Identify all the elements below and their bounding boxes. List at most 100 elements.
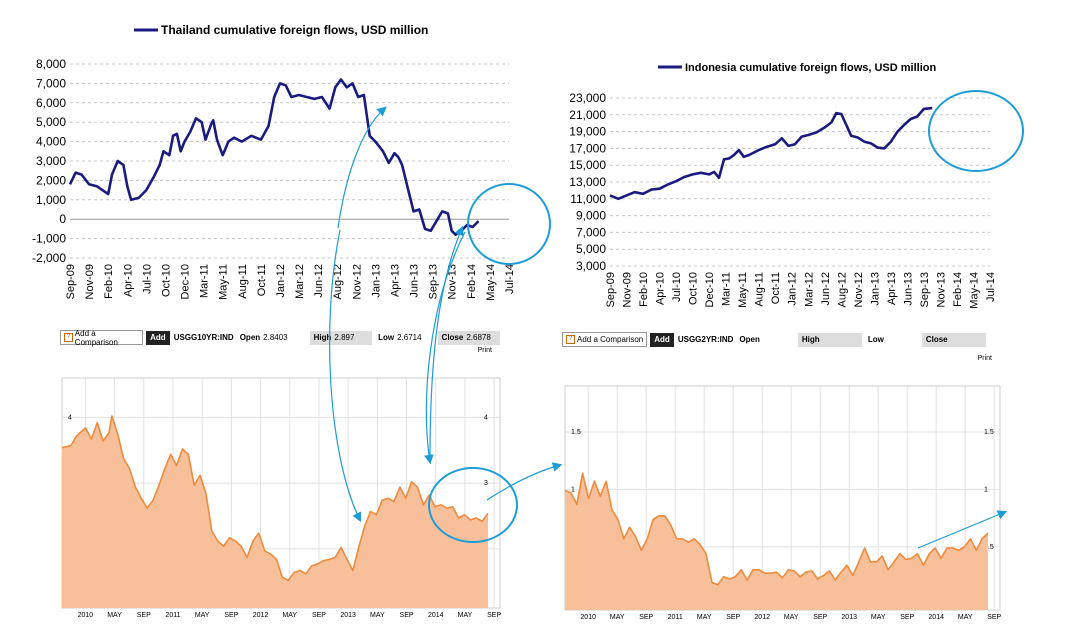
x-tick-label: Jun-12 (820, 272, 832, 306)
highlight-circle-us10 (428, 467, 518, 543)
high-field: High (797, 332, 862, 347)
x-tick-label: Oct-11 (256, 264, 268, 296)
x-tick-label: SEP (224, 612, 238, 619)
x-tick-label: May-14 (968, 272, 980, 309)
x-tick-label: Jul-10 (141, 264, 153, 294)
usgg10yr-chart: Print 2010 MAY SEP 2011 MAY SEP 2012 MAY SEP 2013 M… (61, 347, 501, 619)
x-tick-label: Dec-10 (180, 264, 192, 299)
open-field: Open (739, 335, 760, 344)
close-field: Close 2.6878 (437, 330, 500, 345)
y-tick-label: 0 (59, 212, 66, 226)
highlight-circle-indonesia (928, 90, 1024, 172)
y-tick-label: 17,000 (569, 141, 606, 155)
area-line (61, 415, 489, 582)
y-tick-label: 2,000 (36, 173, 66, 187)
legend-label: Thailand cumulative foreign flows, USD m… (161, 23, 428, 37)
y-tick-label: 4,000 (36, 135, 66, 149)
add-comparison-field[interactable]: ? Add a Comparison (60, 328, 144, 347)
toolbar-usgg2yr: ? Add a Comparison Add USGG2YR:IND Open H… (562, 331, 1002, 348)
x-tick-label: Nov-12 (351, 264, 363, 299)
x-tick-label: Sep-09 (605, 272, 617, 307)
add-comparison-label: Add a Comparison (577, 335, 644, 344)
x-tick-label: SEP (137, 612, 151, 619)
series-line (609, 106, 933, 201)
x-tick-label: Jun-12 (313, 264, 325, 298)
x-tick-label: SEP (813, 614, 827, 621)
x-tick-label: Feb-14 (466, 264, 478, 299)
x-tick-label: 2013 (340, 612, 356, 619)
y-tick-label-right: 1 (984, 486, 988, 493)
y-tick-label: 23,000 (569, 91, 606, 105)
y-tick-label: 13,000 (569, 175, 606, 189)
add-comparison-label: Add a Comparison (74, 328, 118, 347)
y-tick-label-right: 0.5 (984, 544, 994, 551)
x-tick-label: 2012 (754, 614, 770, 621)
x-tick-label: Feb-14 (952, 272, 964, 307)
x-tick-label: MAY (458, 612, 473, 619)
x-tick-label: 2013 (841, 614, 857, 621)
ticker-label: USGG2YR:IND (677, 335, 734, 344)
x-tick-label: Aug-12 (332, 264, 344, 299)
y-tick-label: -2,000 (32, 251, 66, 265)
x-tick-label: SEP (900, 614, 914, 621)
x-tick-label: SEP (487, 612, 501, 619)
x-tick-label: MAY (784, 614, 799, 621)
y-tick-label-right: 3 (484, 480, 488, 487)
x-tick-label: Jan-13 (370, 264, 382, 298)
high-field: High 2.897 (309, 330, 373, 345)
x-tick-label: MAY (610, 614, 625, 621)
y-tick-label: 19,000 (569, 125, 606, 139)
arrow-curve-up (337, 106, 387, 229)
help-icon: ? (566, 335, 575, 344)
y-tick-label: 1,000 (36, 193, 66, 207)
arrow-curve-right (424, 231, 466, 465)
x-tick-label: 2011 (668, 614, 683, 621)
usgg2yr-chart: Print 2010 MAY SEP 2011 MAY SEP 2012 MAY SEP 2013 M… (564, 355, 1002, 621)
x-tick-label: Jan-12 (275, 264, 287, 298)
y-tick-label: 3,000 (36, 154, 66, 168)
area-fill (62, 416, 488, 608)
x-tick-label: MAY (195, 612, 210, 619)
area-fill (565, 473, 988, 610)
thailand-chart: 8,000 7,000 6,000 5,000 4,000 3,000 2,000 1,000… (32, 23, 516, 301)
x-tick-label: Jun-13 (409, 264, 421, 298)
y-tick-label: 21,000 (569, 108, 606, 122)
x-tick-label: 2014 (428, 612, 444, 619)
x-tick-label: SEP (400, 612, 414, 619)
x-tick-label: Aug-12 (836, 272, 848, 307)
open-field: Open 2.8403 (239, 333, 288, 342)
area-line (564, 472, 989, 586)
x-tick-label: MAY (958, 614, 973, 621)
y-tick-label-right: 1.5 (984, 429, 994, 436)
annotations (329, 90, 1024, 549)
x-tick-label: MAY (282, 612, 297, 619)
x-tick-label: Aug-11 (754, 272, 766, 307)
add-comparison-field[interactable]: ? Add a Comparison (562, 332, 648, 347)
y-tick-label: 3,000 (576, 259, 606, 273)
x-tick-label: Nov-12 (853, 272, 865, 307)
y-tick-label: 9,000 (576, 209, 606, 223)
x-tick-label: Oct-10 (160, 264, 172, 297)
x-tick-label: SEP (312, 612, 326, 619)
x-tick-label: 2010 (78, 612, 94, 619)
y-tick-label-left: 1 (571, 486, 575, 493)
x-tick-label: MAY (370, 612, 385, 619)
add-button[interactable]: Add (146, 330, 170, 345)
x-tick-label: Nov-13 (935, 272, 947, 307)
series-line (68, 78, 480, 236)
add-button[interactable]: Add (650, 332, 674, 347)
x-tick-label: SEP (726, 614, 740, 621)
x-tick-label: MAY (697, 614, 712, 621)
ticker-label: USGG10YR:IND (173, 333, 234, 342)
x-tick-label: Oct-11 (770, 272, 782, 304)
y-tick-label: 6,000 (36, 96, 66, 110)
y-tick-label: 11,000 (570, 192, 606, 206)
print-label: Print (978, 355, 992, 362)
x-tick-label: Nov-09 (622, 272, 634, 307)
x-tick-label: Jul-10 (671, 272, 683, 302)
x-tick-label: Nov-09 (84, 264, 96, 299)
arrow-to-right-chart (486, 462, 563, 501)
x-tick-label: May-11 (218, 264, 230, 300)
